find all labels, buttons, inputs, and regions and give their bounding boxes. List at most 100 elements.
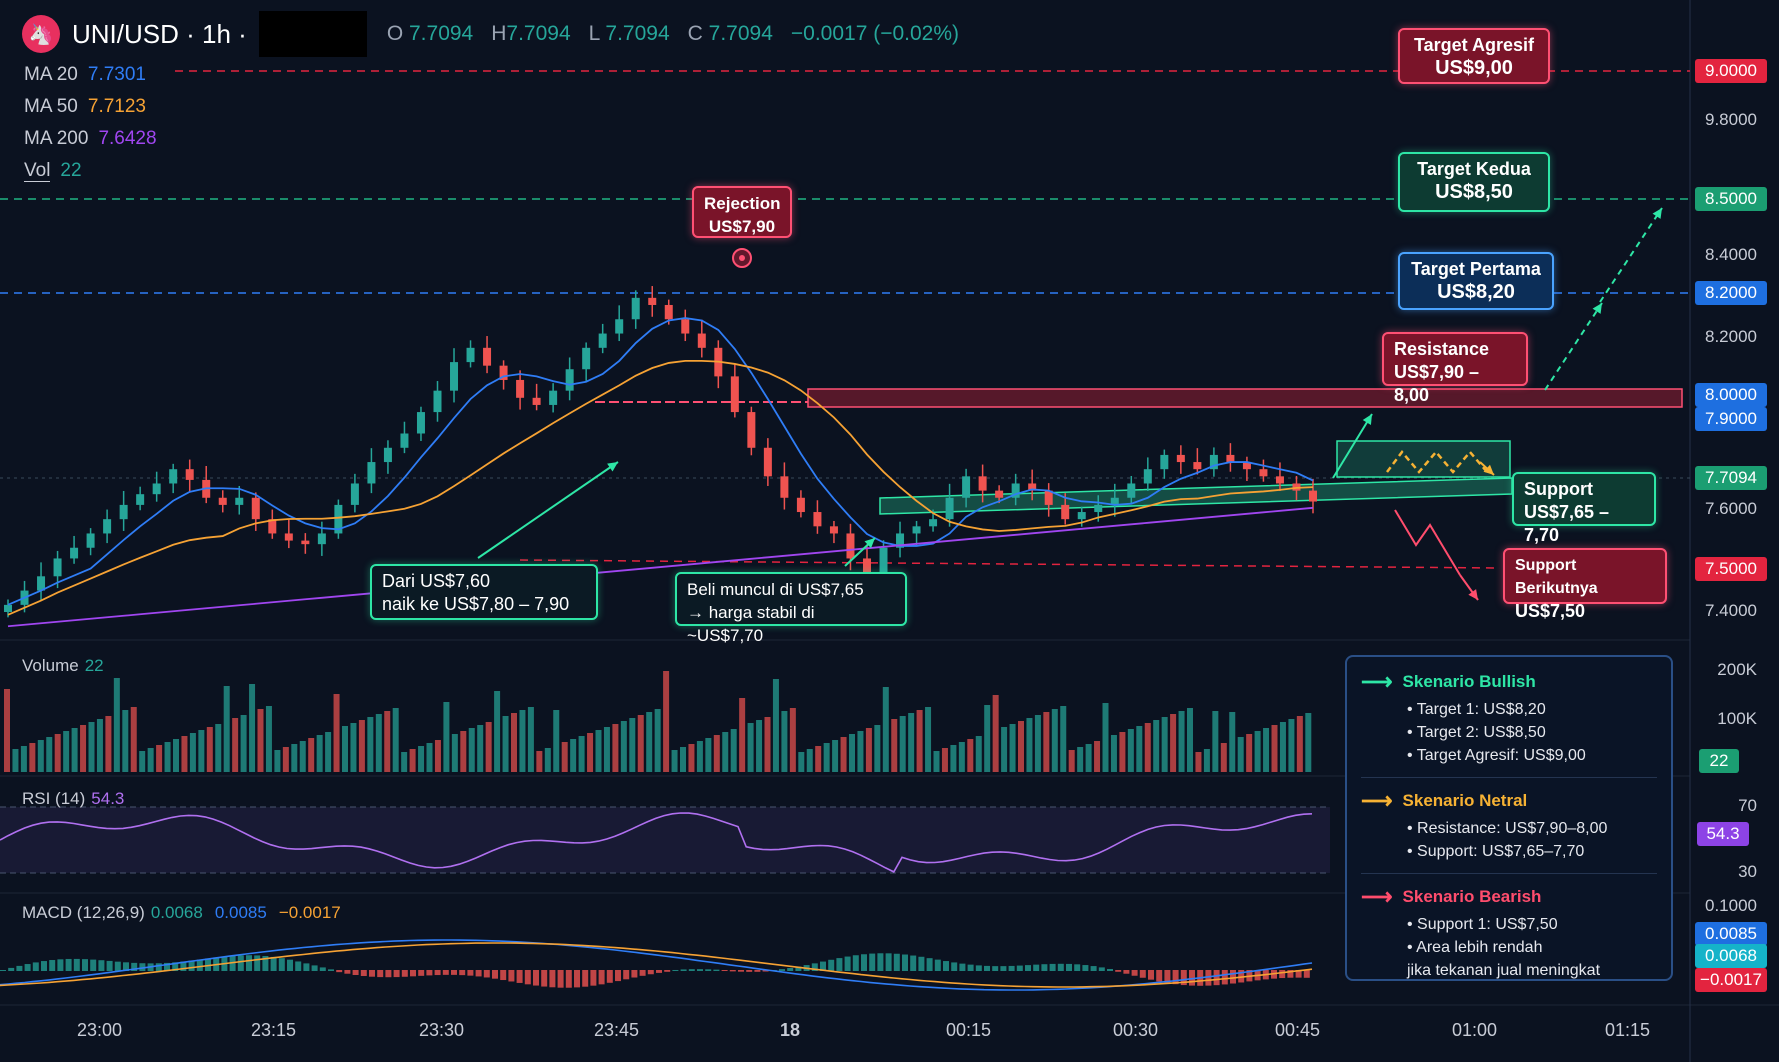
macd-hist-bar bbox=[164, 962, 170, 971]
candle-body bbox=[532, 397, 541, 405]
candle-body bbox=[730, 376, 739, 413]
macd-hist-bar bbox=[1123, 970, 1130, 974]
volume-bar bbox=[688, 744, 695, 772]
breakout-arrow bbox=[1332, 413, 1373, 479]
volume-bar bbox=[941, 748, 948, 772]
macd-hist-bar bbox=[278, 958, 285, 971]
candle-body bbox=[978, 476, 987, 491]
candle-body bbox=[103, 519, 112, 534]
macd-hist-bar bbox=[910, 955, 917, 971]
volume-bar bbox=[206, 727, 213, 772]
macd-hist-bar bbox=[828, 959, 835, 971]
symbol-title[interactable]: UNI/USD · 1h · bbox=[72, 18, 247, 49]
scenario-bullish-title: ⟶ Skenario Bullish bbox=[1361, 669, 1657, 695]
ohlc-open: 7.7094 bbox=[409, 22, 474, 45]
macd-hist-bar bbox=[492, 970, 498, 979]
macd-hist-bar bbox=[820, 961, 826, 971]
volume-bar bbox=[1263, 728, 1270, 772]
volume-bar bbox=[713, 735, 720, 772]
macd-hist-bar bbox=[1057, 963, 1064, 971]
volume-bar bbox=[832, 740, 839, 772]
volume-bar bbox=[88, 722, 95, 772]
macd-hist-bar bbox=[729, 970, 736, 972]
macd-hist-bar bbox=[123, 962, 129, 971]
candle-body bbox=[829, 526, 838, 534]
macd-hist-bar bbox=[82, 959, 88, 971]
volume-bar bbox=[578, 736, 585, 772]
rsi-tag: 54.3 bbox=[1697, 822, 1749, 846]
target-2-arrow-head bbox=[1652, 208, 1662, 219]
macd-hist-bar bbox=[106, 960, 113, 971]
bullish-item: • Target 2: US$8,50 bbox=[1407, 724, 1546, 741]
candle-body bbox=[813, 512, 822, 527]
macd-hist-bar bbox=[795, 966, 802, 971]
candle-body bbox=[862, 558, 871, 577]
macd-hist-bar bbox=[360, 970, 367, 977]
ohlc-c-label: C bbox=[687, 22, 703, 45]
macd-hist-bar bbox=[1295, 970, 1302, 978]
volume-bar bbox=[113, 678, 120, 772]
macd-hist-bar bbox=[1221, 970, 1228, 985]
candle-body bbox=[1209, 454, 1218, 470]
macd-hist-bar bbox=[811, 963, 818, 971]
ma200-legend[interactable]: MA 200 7.6428 bbox=[24, 128, 157, 150]
rsi-panel-label[interactable]: RSI (14) 54.3 bbox=[22, 789, 124, 809]
candle-body bbox=[912, 526, 921, 534]
volume-bar bbox=[181, 736, 188, 772]
volume-bar bbox=[764, 717, 771, 772]
volume-bar bbox=[20, 746, 27, 772]
ma20-legend[interactable]: MA 20 7.7301 bbox=[24, 64, 146, 86]
macd-hist-bar bbox=[1172, 970, 1179, 985]
macd-hist-bar bbox=[869, 953, 876, 971]
volume-bar bbox=[1026, 718, 1033, 772]
candle-body bbox=[1176, 454, 1185, 463]
support-zone bbox=[879, 477, 1513, 515]
volume-bar bbox=[375, 714, 382, 772]
candle-body bbox=[1094, 504, 1103, 513]
macd-hist-bar bbox=[959, 963, 966, 971]
macd-tag-macd: 0.0068 bbox=[1695, 944, 1767, 968]
macd-hist-bar bbox=[114, 961, 121, 971]
macd-hist-bar bbox=[1025, 965, 1031, 971]
candle-body bbox=[962, 476, 971, 498]
macd-hist-bar bbox=[615, 970, 621, 982]
volume-bar bbox=[756, 720, 763, 772]
volume-bar bbox=[299, 741, 306, 772]
macd-hist-bar bbox=[311, 965, 318, 971]
volume-bar bbox=[739, 698, 746, 772]
candle-body bbox=[615, 319, 624, 334]
volume-tag: 22 bbox=[1699, 749, 1739, 773]
macd-hist-bar bbox=[393, 970, 400, 978]
bearish-arrow-head bbox=[1468, 589, 1478, 600]
support-next-value: US$7,50 bbox=[1515, 601, 1586, 621]
volume-bar bbox=[333, 694, 340, 772]
volume-bar bbox=[612, 724, 619, 772]
volume-bar bbox=[1296, 716, 1303, 772]
macd-v1: 0.0068 bbox=[150, 903, 203, 922]
candle-body bbox=[1110, 497, 1119, 505]
candle-body bbox=[268, 519, 277, 534]
candle-body bbox=[185, 469, 194, 480]
macd-hist-bar bbox=[877, 953, 884, 971]
macd-hist-bar bbox=[205, 958, 211, 971]
vol-legend[interactable]: Vol 22 bbox=[24, 160, 82, 182]
bearish-title-text: Skenario Bearish bbox=[1402, 887, 1542, 906]
ma50-legend[interactable]: MA 50 7.7123 bbox=[24, 96, 146, 118]
volume-bar bbox=[891, 719, 898, 772]
macd-hist-bar bbox=[172, 962, 179, 971]
macd-hist-bar bbox=[656, 970, 662, 973]
volume-bar bbox=[130, 707, 137, 772]
volume-bar bbox=[933, 751, 940, 772]
price-tick: 8.4000 bbox=[1705, 245, 1757, 264]
divider bbox=[1361, 777, 1657, 778]
volume-bar bbox=[291, 744, 298, 772]
macd-hist-bar bbox=[992, 966, 999, 971]
macd-hist-bar bbox=[1115, 970, 1122, 972]
volume-bar bbox=[696, 741, 703, 772]
ma50-value: 7.7123 bbox=[87, 96, 146, 117]
volume-bar bbox=[595, 730, 602, 772]
volume-bar bbox=[282, 747, 289, 772]
volume-panel-label[interactable]: Volume 22 bbox=[22, 656, 104, 676]
macd-panel-label[interactable]: MACD (12,26,9) 0.0068 0.0085 −0.0017 bbox=[22, 903, 341, 923]
volume-bar bbox=[789, 708, 796, 772]
